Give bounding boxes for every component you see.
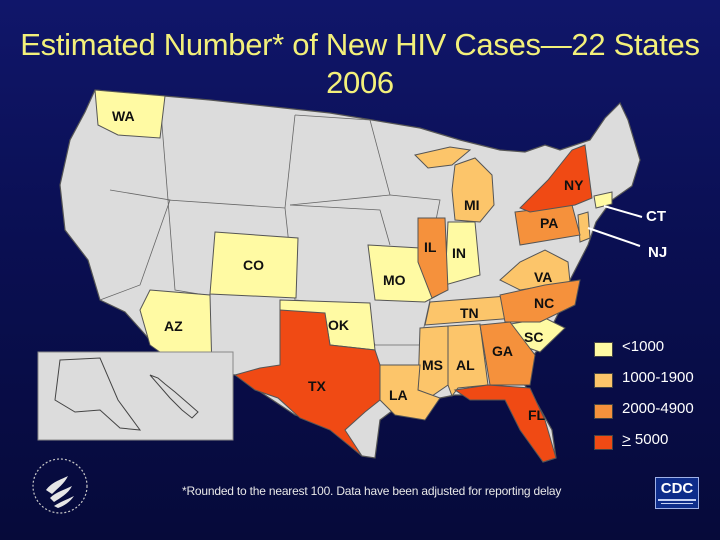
label-OK: OK	[328, 317, 349, 333]
state-NY	[519, 144, 593, 213]
legend-label: > 5000	[622, 431, 669, 448]
label-PA: PA	[540, 215, 558, 231]
label-WA: WA	[112, 108, 135, 124]
legend-label: <1000	[622, 338, 665, 355]
nj-callout-line	[587, 227, 641, 247]
label-AL: AL	[456, 357, 475, 373]
label-NC: NC	[534, 295, 554, 311]
cdc-logo-text: CDC	[660, 480, 694, 497]
label-AZ: AZ	[164, 318, 183, 334]
label-MS: MS	[422, 357, 443, 373]
state-LA	[379, 364, 441, 421]
label-SC: SC	[524, 329, 543, 345]
cdc-logo: CDC	[655, 477, 699, 509]
state-MI-upper	[414, 146, 472, 169]
label-MO: MO	[383, 272, 406, 288]
legend-swatch	[594, 342, 613, 357]
state-AL	[447, 323, 489, 398]
legend-label: 1000-1900	[622, 369, 694, 386]
hhs-seal-icon	[32, 458, 88, 514]
state-CO	[209, 231, 299, 299]
state-FL	[453, 384, 557, 463]
label-IN: IN	[452, 245, 466, 261]
state-VA	[499, 249, 571, 291]
legend-swatch	[594, 435, 613, 450]
map-title: Estimated Number* of New HIV Cases—22 St…	[0, 26, 720, 102]
label-MI: MI	[464, 197, 480, 213]
legend-swatch	[594, 373, 613, 388]
label-LA: LA	[389, 387, 408, 403]
label-IL: IL	[424, 239, 437, 255]
state-TX	[233, 309, 381, 457]
callout-label-CT: CT	[646, 208, 666, 225]
title-line-2: 2006	[326, 65, 394, 100]
state-NJ	[577, 211, 591, 243]
state-CT	[593, 191, 613, 209]
state-WA	[94, 89, 166, 139]
state-MI	[451, 157, 495, 223]
state-IL	[417, 217, 449, 299]
legend-label: 2000-4900	[622, 400, 694, 417]
callout-label-NJ: NJ	[648, 244, 668, 261]
label-NY: NY	[564, 177, 584, 193]
title-line-1: Estimated Number* of New HIV Cases—22 St…	[20, 27, 700, 62]
state-GA	[479, 321, 536, 386]
label-VA: VA	[534, 269, 552, 285]
state-HI	[149, 374, 199, 419]
label-CO: CO	[243, 257, 264, 273]
label-GA: GA	[492, 343, 513, 359]
state-AK	[54, 357, 142, 431]
cdc-logo-rule	[658, 499, 696, 501]
ct-callout-line	[603, 205, 643, 218]
label-TX: TX	[308, 378, 327, 394]
label-FL: FL	[528, 407, 546, 423]
legend-swatch	[594, 404, 613, 419]
label-TN: TN	[460, 305, 479, 321]
footnote: *Rounded to the nearest 100. Data have b…	[182, 484, 562, 498]
cdc-logo-rule-2	[661, 503, 693, 504]
